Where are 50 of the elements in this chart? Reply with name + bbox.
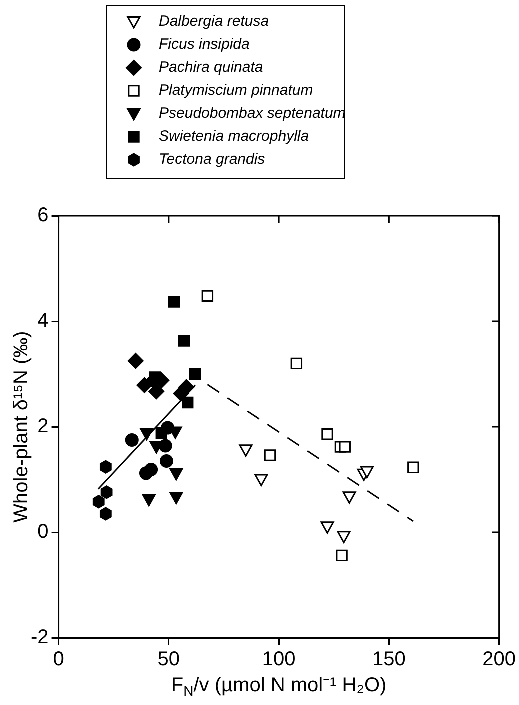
point (290, 358, 303, 370)
point (170, 468, 184, 481)
point (100, 460, 112, 474)
point (125, 433, 139, 447)
legend-label: Pachira quinata (159, 59, 264, 76)
point (168, 296, 180, 308)
x-tick-label: 150 (372, 648, 406, 671)
y-tick-label: 6 (38, 204, 49, 227)
x-tick-label: 50 (158, 648, 180, 671)
legend-label: Pseudobombax septenatum (159, 105, 346, 122)
point (322, 428, 334, 440)
legend-label: Tectona grandis (159, 151, 266, 168)
point (144, 462, 158, 476)
x-tick-label: 0 (53, 648, 64, 671)
point (178, 335, 190, 347)
point (92, 495, 105, 509)
y-tick-label: 2 (38, 416, 49, 438)
point (128, 353, 144, 370)
x-tick-label: 100 (262, 648, 296, 671)
point (342, 492, 356, 504)
point (100, 507, 112, 521)
legend-label: Ficus insipida (159, 36, 250, 54)
point (170, 492, 184, 504)
point (156, 427, 168, 440)
y-tick-label: 0 (38, 521, 49, 544)
point (339, 441, 351, 453)
point (178, 379, 194, 396)
point (202, 290, 214, 302)
point (148, 384, 165, 400)
point (408, 462, 420, 474)
legend-label: Platymiscium pinnatum (159, 82, 314, 100)
point (337, 531, 351, 544)
point (140, 428, 154, 441)
point (190, 368, 202, 380)
point (100, 486, 113, 500)
point (360, 466, 374, 479)
point (264, 450, 276, 462)
legend-label: Dalbergia retusa (159, 13, 270, 30)
x-tick-label: 200 (482, 648, 516, 671)
y-tick-label: -2 (30, 626, 49, 649)
point (320, 522, 334, 534)
legend-label: Swietenia macrophylla (159, 128, 310, 146)
point (239, 444, 253, 457)
y-axis-title: Whole-plant δ¹⁵N (‰) (10, 331, 33, 523)
point (142, 494, 156, 507)
point (254, 474, 268, 486)
y-tick-label: 4 (38, 310, 49, 332)
point (160, 454, 174, 468)
point (336, 550, 348, 562)
point (182, 396, 194, 409)
